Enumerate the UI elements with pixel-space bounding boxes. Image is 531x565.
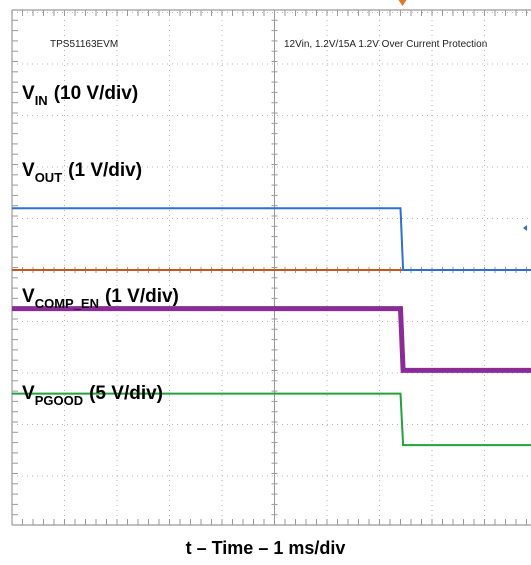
series-pgood-trace — [12, 392, 531, 447]
scope-header-left: TPS51163EVM — [50, 39, 118, 50]
series-comp-en-trace — [12, 306, 531, 373]
channel-label-vout: VOUT (1 V/div) — [22, 160, 142, 185]
oscilloscope-chart: TPS51163EVM 12Vin, 1.2V/15A 1.2V Over Cu… — [11, 0, 531, 526]
channel-label-vcomp-en: VCOMP_EN (1 V/div) — [22, 286, 179, 311]
series-out-trace — [12, 207, 531, 271]
channel-label-vpgood: VPGOOD (5 V/div) — [22, 383, 163, 408]
offscreen-arrow-icon — [523, 225, 527, 231]
scope-header-right: 12Vin, 1.2V/15A 1.2V Over Current Protec… — [284, 39, 487, 50]
scope-graticule — [11, 0, 531, 526]
x-axis-title: t – Time – 1 ms/div — [185, 538, 346, 558]
trigger-marker — [398, 0, 407, 6]
scope-traces — [12, 207, 531, 447]
channel-label-vin: VIN (10 V/div) — [22, 83, 138, 108]
